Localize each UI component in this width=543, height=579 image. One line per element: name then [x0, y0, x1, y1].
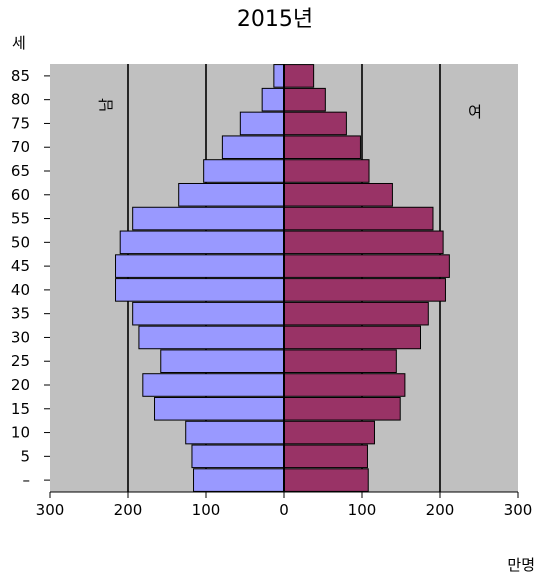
bars [115, 64, 450, 492]
bar-male-2 [185, 420, 285, 445]
bar-female-17 [283, 64, 315, 88]
y-tick-label-16: 80 [11, 91, 30, 109]
y-tick-label-6: 30 [11, 328, 30, 346]
y-tick-label-9: 45 [11, 257, 30, 275]
y-tick-label-17: 85 [11, 67, 30, 85]
x-tick-label-4: 100 [348, 501, 377, 519]
bar-female-6 [283, 325, 421, 350]
bar-male-5 [160, 349, 285, 374]
y-tick-label-15: 75 [11, 114, 30, 132]
bar-male-9 [115, 254, 285, 278]
bar-male-1 [191, 444, 285, 469]
y-tick-labels: – 5 10 15 20 25 30 35 40 45 50 55 60 65 70 75 80 85 [11, 67, 50, 489]
bar-female-8 [283, 278, 446, 302]
y-tick-label-13: 65 [11, 162, 30, 180]
bar-female-2 [283, 420, 375, 445]
y-tick-label-8: 40 [11, 281, 30, 299]
bar-male-12 [178, 182, 285, 207]
x-tick-labels: 300 200 100 0 100 200 300 [36, 492, 533, 519]
bar-female-11 [283, 206, 434, 231]
bar-male-10 [119, 230, 285, 255]
x-tick-label-1: 200 [114, 501, 143, 519]
bar-female-1 [283, 444, 368, 469]
bar-male-17 [273, 64, 285, 88]
legend-male-label: 남 [97, 98, 115, 112]
x-tick-label-2: 100 [192, 501, 221, 519]
x-tick-label-5: 200 [426, 501, 455, 519]
bar-male-11 [132, 206, 285, 231]
x-tick-label-0: 300 [36, 501, 65, 519]
bar-female-5 [283, 349, 397, 374]
bar-male-16 [261, 87, 285, 112]
bar-female-16 [283, 87, 326, 112]
gridlines [127, 64, 441, 492]
y-axis-unit: 세 [12, 34, 26, 52]
bar-male-14 [221, 135, 285, 160]
bar-female-12 [283, 182, 393, 207]
y-tick-label-1: 5 [20, 447, 30, 465]
legend-female-label: 여 [468, 103, 482, 121]
bar-male-4 [142, 373, 285, 397]
bar-female-14 [283, 135, 361, 160]
y-tick-label-10: 50 [11, 233, 30, 251]
bar-female-13 [283, 159, 370, 183]
bar-male-8 [115, 278, 285, 302]
bar-male-13 [203, 159, 285, 183]
bar-male-3 [154, 396, 285, 421]
y-tick-label-4: 20 [11, 376, 30, 394]
bar-female-3 [283, 396, 401, 421]
y-tick-label-11: 55 [11, 210, 30, 228]
bar-male-15 [239, 111, 285, 136]
bar-female-15 [283, 111, 347, 136]
y-tick-label-0: – [23, 471, 31, 489]
bar-male-0 [193, 468, 285, 492]
y-tick-label-2: 10 [11, 424, 30, 442]
bar-female-0 [283, 468, 369, 492]
y-tick-label-5: 25 [11, 352, 30, 370]
bar-female-9 [283, 254, 450, 278]
x-tick-label-6: 300 [504, 501, 533, 519]
y-tick-label-3: 15 [11, 400, 30, 418]
chart-title: 2015년 [237, 7, 313, 32]
y-tick-label-7: 35 [11, 305, 30, 323]
bar-male-7 [132, 301, 285, 326]
y-tick-label-12: 60 [11, 186, 30, 204]
x-tick-label-3: 0 [279, 501, 289, 519]
bar-female-7 [283, 301, 429, 326]
bar-male-6 [138, 325, 285, 350]
y-tick-label-14: 70 [11, 138, 30, 156]
bar-female-4 [283, 373, 406, 397]
bar-female-10 [283, 230, 444, 255]
x-axis-unit: 만명 [507, 556, 535, 574]
